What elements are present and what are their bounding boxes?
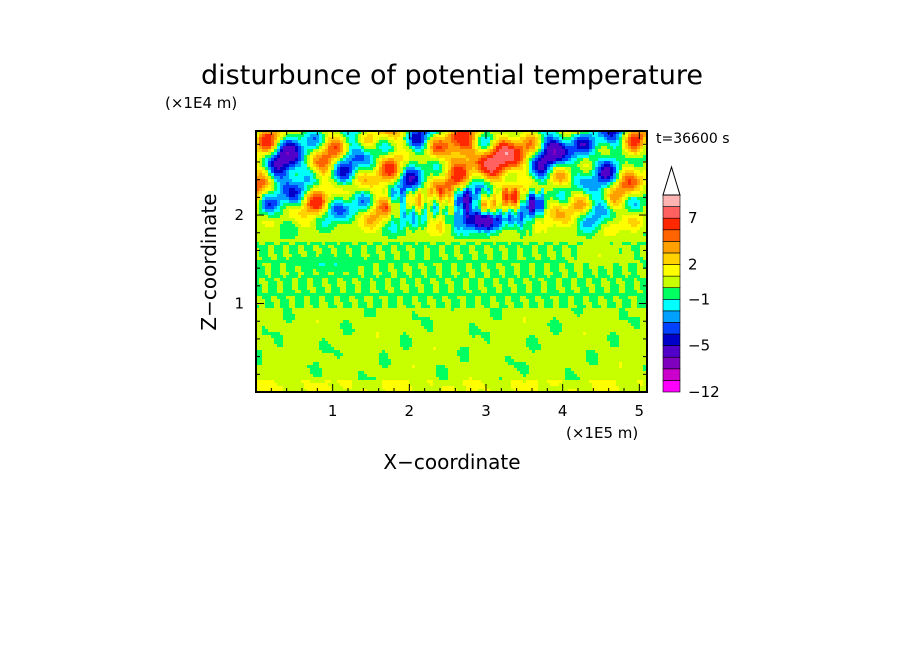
x-tick-label: 4 bbox=[558, 402, 568, 420]
field-image bbox=[256, 131, 647, 392]
x-tick-label: 5 bbox=[635, 402, 645, 420]
time-label: t=36600 s bbox=[656, 131, 730, 147]
plot-frame bbox=[255, 130, 648, 393]
colorbar-swatch bbox=[662, 252, 681, 265]
colorbar-tick-label: 7 bbox=[688, 209, 698, 227]
colorbar-swatch bbox=[662, 356, 681, 370]
x-axis: 1 2 3 4 5 bbox=[270, 131, 645, 420]
x-axis-label: X−coordinate bbox=[383, 450, 520, 474]
colorbar-swatch bbox=[662, 310, 681, 323]
colorbar-swatch bbox=[662, 194, 681, 207]
colorbar-swatch bbox=[662, 368, 681, 381]
y-unit-label: (×1E4 m) bbox=[165, 94, 237, 112]
y-tick-label: 1 bbox=[234, 295, 244, 313]
y-axis: 12 bbox=[234, 143, 647, 375]
colorbar-swatch bbox=[662, 333, 681, 346]
colorbar-swatch bbox=[662, 322, 681, 335]
colorbar-swatch bbox=[662, 345, 681, 358]
x-tick-label: 3 bbox=[481, 402, 491, 420]
y-tick-label: 2 bbox=[234, 206, 244, 224]
chart-title: disturbunce of potential temperature bbox=[201, 60, 703, 91]
colorbar-swatch bbox=[662, 287, 681, 300]
x-unit-label: (×1E5 m) bbox=[566, 424, 638, 442]
colorbar-swatch bbox=[662, 229, 681, 242]
colorbar-swatch bbox=[662, 217, 681, 231]
colorbar-swatch bbox=[662, 298, 681, 312]
colorbar-swatch bbox=[662, 241, 681, 254]
colorbar-extend-arrow bbox=[662, 165, 681, 196]
colorbar-tick-label: −1 bbox=[688, 290, 710, 308]
colorbar-tick-label: −12 bbox=[688, 383, 720, 401]
colorbar: −12−5−127 bbox=[662, 165, 720, 401]
x-tick-label: 2 bbox=[405, 402, 415, 420]
y-axis-label: Z−coordinate bbox=[197, 193, 221, 330]
colorbar-swatch bbox=[662, 380, 681, 393]
colorbar-swatch bbox=[662, 275, 681, 289]
colorbar-tick-label: −5 bbox=[688, 337, 710, 355]
colorbar-swatch bbox=[662, 264, 681, 277]
x-tick-label: 1 bbox=[328, 402, 338, 420]
colorbar-swatch bbox=[662, 206, 681, 219]
colorbar-tick-label: 2 bbox=[688, 256, 698, 274]
